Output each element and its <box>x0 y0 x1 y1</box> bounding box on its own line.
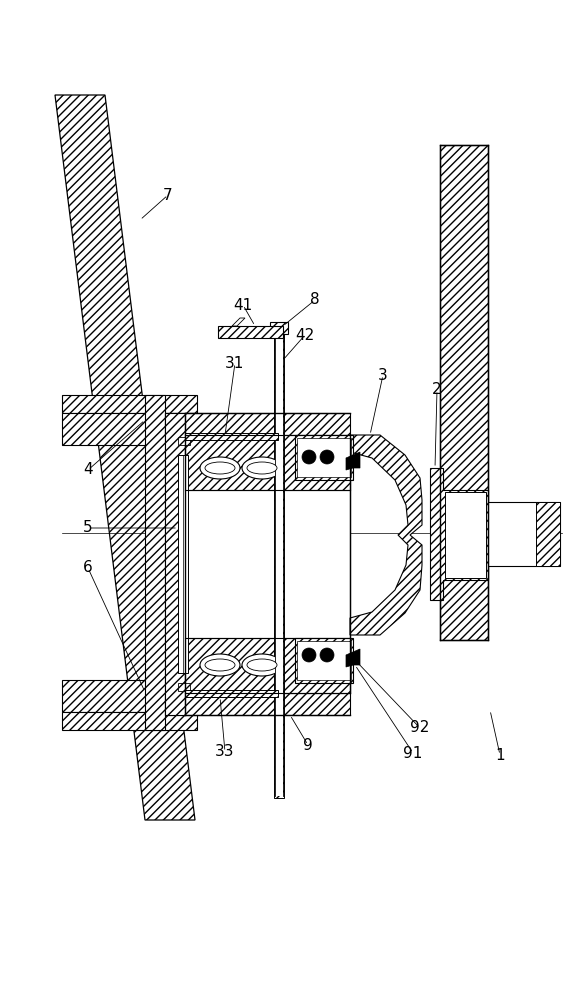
Polygon shape <box>178 437 190 445</box>
Polygon shape <box>353 649 360 665</box>
Polygon shape <box>350 435 422 635</box>
Text: 6: 6 <box>83 560 93 576</box>
Polygon shape <box>218 326 283 338</box>
Polygon shape <box>440 145 488 640</box>
Polygon shape <box>62 680 197 712</box>
Ellipse shape <box>247 462 277 474</box>
Text: 91: 91 <box>403 746 423 760</box>
Polygon shape <box>445 492 486 578</box>
Polygon shape <box>346 455 353 470</box>
Polygon shape <box>165 693 350 715</box>
Polygon shape <box>297 438 351 477</box>
Ellipse shape <box>200 457 240 479</box>
Text: 41: 41 <box>233 298 253 312</box>
Polygon shape <box>295 638 353 683</box>
Polygon shape <box>185 435 350 490</box>
Polygon shape <box>274 330 284 798</box>
Text: 33: 33 <box>215 744 235 760</box>
Ellipse shape <box>200 654 240 676</box>
Polygon shape <box>275 332 283 796</box>
Text: 1: 1 <box>495 748 505 762</box>
Text: 3: 3 <box>378 367 388 382</box>
Ellipse shape <box>247 659 277 671</box>
Ellipse shape <box>242 457 282 479</box>
Polygon shape <box>297 641 351 680</box>
Polygon shape <box>185 638 350 693</box>
Polygon shape <box>55 95 195 820</box>
Text: 2: 2 <box>432 382 442 397</box>
Polygon shape <box>346 652 353 667</box>
Polygon shape <box>270 322 288 334</box>
Circle shape <box>320 648 334 662</box>
Polygon shape <box>185 435 350 693</box>
Polygon shape <box>295 435 353 480</box>
Polygon shape <box>165 413 350 435</box>
Polygon shape <box>145 395 165 730</box>
Text: 92: 92 <box>410 720 430 736</box>
Text: 8: 8 <box>310 292 320 308</box>
Polygon shape <box>62 413 197 445</box>
Text: 31: 31 <box>225 356 244 370</box>
Circle shape <box>302 450 316 464</box>
Polygon shape <box>536 502 560 566</box>
Ellipse shape <box>242 654 282 676</box>
Polygon shape <box>430 468 488 600</box>
Polygon shape <box>353 452 360 468</box>
Polygon shape <box>165 413 185 715</box>
Text: 4: 4 <box>83 462 93 478</box>
Polygon shape <box>185 433 278 440</box>
Text: 5: 5 <box>83 520 93 536</box>
Polygon shape <box>488 502 560 566</box>
Polygon shape <box>62 712 197 730</box>
Circle shape <box>302 648 316 662</box>
Ellipse shape <box>205 659 235 671</box>
Polygon shape <box>178 455 188 673</box>
Text: 7: 7 <box>163 188 173 202</box>
Polygon shape <box>185 690 278 697</box>
Text: 9: 9 <box>303 738 313 752</box>
Ellipse shape <box>205 462 235 474</box>
Polygon shape <box>178 683 190 691</box>
Polygon shape <box>62 395 197 413</box>
Circle shape <box>320 450 334 464</box>
Text: 42: 42 <box>296 328 315 342</box>
Polygon shape <box>232 318 245 326</box>
